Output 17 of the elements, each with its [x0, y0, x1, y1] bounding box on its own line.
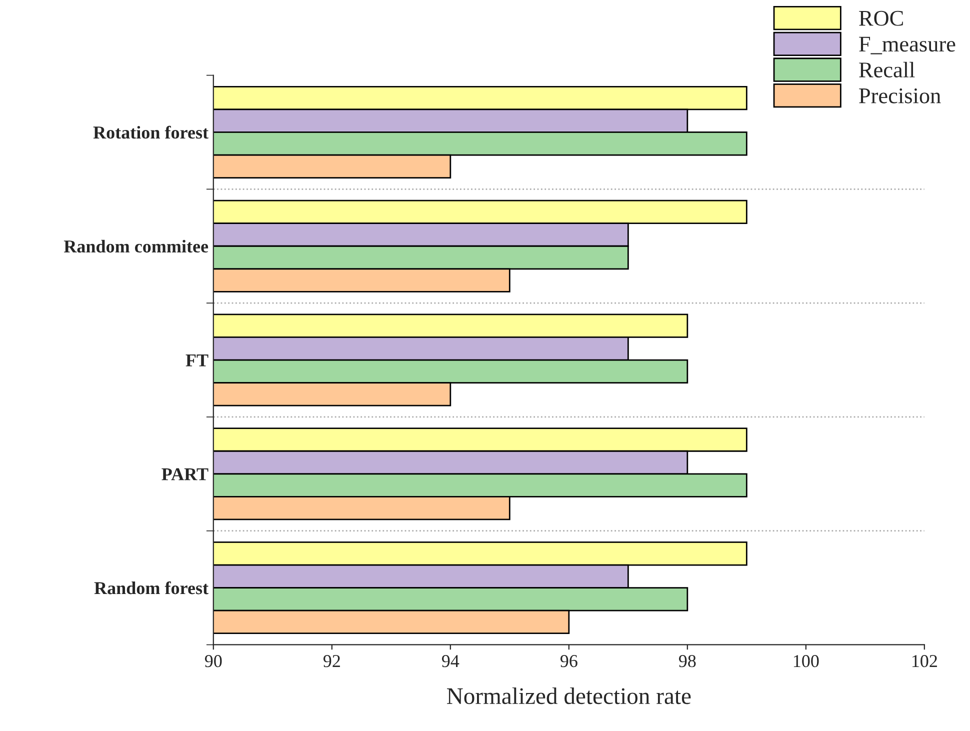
legend-label: Precision — [859, 88, 941, 104]
x-tick-label: 98 — [678, 654, 696, 668]
x-tick-label: 90 — [204, 654, 222, 668]
x-tick-label: 94 — [442, 655, 460, 668]
x-tick-label: 100 — [794, 654, 819, 668]
x-tick-label: 102 — [912, 654, 937, 668]
legend-label: Recall — [859, 62, 915, 78]
y-tick-label: Rotation forest — [93, 126, 208, 139]
legend-label: ROC — [859, 10, 903, 26]
legend-label: F_measure — [859, 36, 956, 54]
x-axis-title: Normalized detection rate — [446, 688, 691, 704]
x-tick-label: 96 — [560, 655, 578, 668]
y-tick-label: Random forest — [94, 581, 208, 594]
x-tick-label: 92 — [323, 655, 340, 668]
y-tick-label: PART — [162, 468, 208, 480]
y-tick-label: FT — [186, 354, 208, 366]
y-tick-label: Random commitee — [64, 240, 208, 253]
